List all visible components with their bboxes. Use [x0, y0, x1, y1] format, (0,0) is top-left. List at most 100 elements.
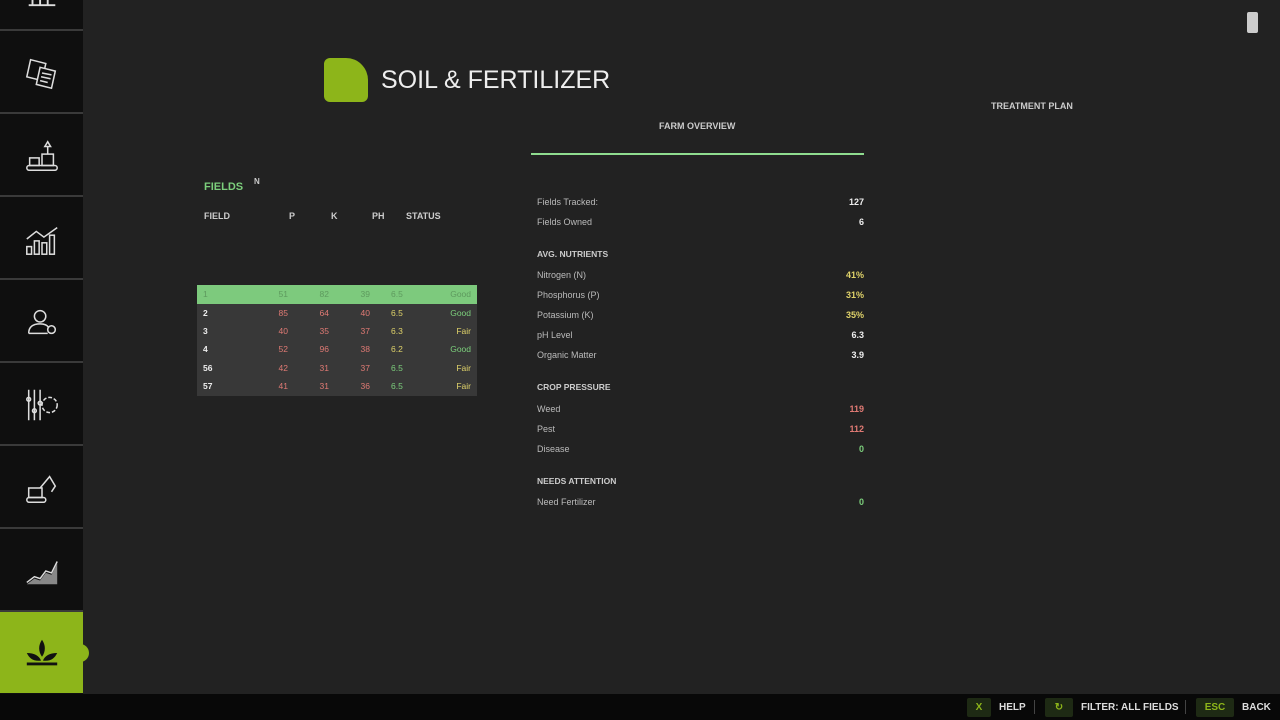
tab-farm-overview[interactable]: FARM OVERVIEW [659, 121, 736, 131]
tab-treatment-plan[interactable]: TREATMENT PLAN [991, 101, 1073, 111]
sidebar-item-farm[interactable] [0, 0, 83, 31]
ph-value: 6.3 [851, 330, 864, 340]
col-n: N [254, 177, 260, 186]
cell-k: 37 [360, 363, 370, 373]
cell-n: 42 [278, 363, 288, 373]
page-logo-icon [324, 58, 368, 102]
back-key[interactable]: ESC [1196, 698, 1234, 717]
cell-n: 51 [278, 289, 288, 299]
cell-field: 1 [203, 289, 208, 299]
table-row[interactable]: 57 41 31 36 6.5 Fair [197, 377, 477, 396]
production-icon [25, 139, 58, 171]
nitrogen-label: Nitrogen (N) [537, 270, 587, 280]
sidebar-item-workers[interactable] [0, 282, 83, 363]
cell-field: 3 [203, 326, 208, 336]
organic-value: 3.9 [851, 350, 864, 360]
sidebar [0, 0, 89, 694]
table-row[interactable]: 3 40 35 37 6.3 Fair [197, 322, 477, 341]
cell-n: 52 [278, 344, 288, 354]
sidebar-item-machinery[interactable] [0, 448, 83, 529]
cell-field: 56 [203, 363, 213, 373]
contracts-icon [25, 58, 56, 89]
cell-ph: 6.5 [391, 381, 403, 391]
sidebar-item-contracts[interactable] [0, 33, 83, 114]
divider [1185, 700, 1186, 714]
filter-button[interactable]: FILTER: ALL FIELDS [1081, 702, 1179, 713]
workers-icon [27, 309, 56, 334]
potassium-label: Potassium (K) [537, 310, 594, 320]
table-row[interactable]: 56 42 31 37 6.5 Fair [197, 359, 477, 378]
cell-p: 82 [319, 289, 329, 299]
page-title: SOIL & FERTILIZER [381, 66, 611, 94]
cell-status: Fair [456, 363, 471, 373]
divider [1034, 700, 1035, 714]
col-status: STATUS [406, 211, 441, 221]
fields-title: FIELDS [204, 181, 244, 193]
table-row[interactable]: 1 51 82 39 6.5 Good [197, 285, 477, 304]
avg-nutrients-heading: AVG. NUTRIENTS [537, 249, 609, 259]
pest-value: 112 [849, 424, 864, 434]
cell-k: 37 [360, 326, 370, 336]
cell-ph: 6.5 [391, 289, 403, 299]
col-ph: PH [372, 211, 385, 221]
pest-label: Pest [537, 424, 556, 434]
soil-plant-icon [26, 639, 57, 665]
cell-k: 36 [360, 381, 370, 391]
farm-icon [28, 0, 55, 6]
sidebar-item-settings[interactable] [0, 365, 83, 446]
cell-k: 39 [360, 289, 370, 299]
cell-status: Fair [456, 381, 471, 391]
nitrogen-value: 41% [845, 270, 864, 280]
back-button[interactable]: BACK [1242, 702, 1271, 713]
cell-p: 64 [319, 308, 329, 318]
disease-label: Disease [537, 444, 570, 454]
sidebar-item-statistics[interactable] [0, 199, 83, 280]
settings-icon [25, 389, 58, 420]
need-fertilizer-label: Need Fertilizer [537, 497, 596, 507]
cell-p: 35 [319, 326, 329, 336]
cell-field: 4 [203, 344, 208, 354]
cell-p: 96 [319, 344, 329, 354]
cell-ph: 6.5 [391, 308, 403, 318]
cell-n: 40 [278, 326, 288, 336]
sidebar-item-prices[interactable] [0, 531, 83, 612]
cell-k: 38 [360, 344, 370, 354]
active-indicator [79, 644, 89, 662]
help-button[interactable]: HELP [999, 702, 1026, 713]
prices-icon [25, 560, 58, 584]
cell-field: 57 [203, 381, 213, 391]
col-p: P [289, 211, 296, 221]
fields-owned-value: 6 [858, 217, 864, 227]
cell-ph: 6.3 [391, 326, 403, 336]
fields-tracked-label: Fields Tracked: [537, 197, 599, 207]
tab-underline [531, 153, 864, 155]
excavator-icon [25, 474, 56, 503]
sidebar-item-production[interactable] [0, 116, 83, 197]
weed-value: 119 [849, 404, 864, 414]
col-field: FIELD [204, 211, 230, 221]
sidebar-item-soil[interactable] [0, 612, 89, 693]
statistics-icon [25, 226, 58, 255]
disease-value: 0 [858, 444, 864, 454]
table-row[interactable]: 2 85 64 40 6.5 Good [197, 304, 477, 323]
phosphorus-label: Phosphorus (P) [537, 290, 600, 300]
cell-field: 2 [203, 308, 208, 318]
cell-status: Good [450, 344, 471, 354]
cell-ph: 6.5 [391, 363, 403, 373]
cell-p: 31 [319, 363, 329, 373]
crop-pressure-heading: CROP PRESSURE [537, 382, 611, 392]
cell-k: 40 [360, 308, 370, 318]
cell-n: 41 [278, 381, 288, 391]
help-key[interactable]: X [967, 698, 991, 717]
filter-key-icon[interactable]: ↻ [1045, 698, 1073, 717]
ph-label: pH Level [537, 330, 573, 340]
col-k: K [331, 211, 338, 221]
weed-label: Weed [537, 404, 561, 414]
potassium-value: 35% [845, 310, 864, 320]
phosphorus-value: 31% [845, 290, 864, 300]
table-row[interactable]: 4 52 96 38 6.2 Good [197, 340, 477, 359]
cell-status: Fair [456, 326, 471, 336]
needs-attention-heading: NEEDS ATTENTION [537, 476, 617, 486]
battery-icon [1247, 12, 1258, 33]
cell-p: 31 [319, 381, 329, 391]
